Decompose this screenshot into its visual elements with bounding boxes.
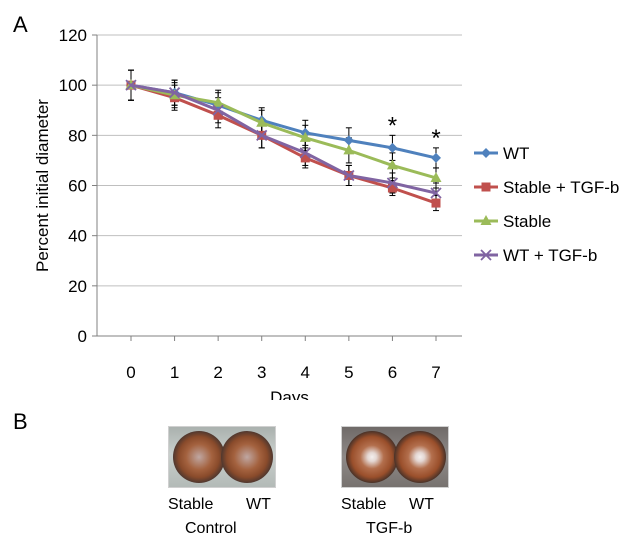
control-group-label: Control <box>185 520 237 537</box>
control-wells-photo <box>168 426 276 488</box>
legend-marker <box>481 182 491 192</box>
series-line-1 <box>130 83 437 205</box>
y-axis-label: Percent initial diameter <box>33 99 52 272</box>
series-point-2 <box>299 131 311 142</box>
series-point-0 <box>431 152 441 163</box>
legend-marker <box>481 148 491 158</box>
tgf-stable-well <box>346 431 398 483</box>
y-tick-label: 20 <box>68 277 87 296</box>
series-point-1 <box>300 153 310 163</box>
series-point-3 <box>168 87 181 99</box>
legend-marker <box>480 215 492 225</box>
x-tick-label: 1 <box>170 363 179 382</box>
series-point-3 <box>212 104 224 116</box>
y-tick-label: 40 <box>68 227 87 246</box>
y-tick-label: 60 <box>68 177 87 196</box>
x-tick-label: 3 <box>257 363 266 382</box>
series-point-3 <box>343 169 355 182</box>
line-chart: 0 20 40 60 80 100 120 0 1 2 3 4 5 6 7 Days Percent initi… <box>33 26 619 400</box>
x-tick-label: 4 <box>301 363 310 382</box>
tgf-stable-label: Stable <box>341 496 387 513</box>
series-point-0 <box>387 142 398 153</box>
series-point-0 <box>343 135 354 146</box>
series-point-2 <box>212 96 224 107</box>
x-axis-label: Days <box>270 388 309 400</box>
significance-marker: * <box>431 125 440 152</box>
x-tick-label: 5 <box>344 363 353 382</box>
series-point-3 <box>125 79 137 91</box>
y-tick-label: 80 <box>68 126 87 145</box>
x-tick-label: 0 <box>126 363 135 382</box>
series-point-1 <box>213 110 223 120</box>
series-point-1 <box>431 198 441 208</box>
series-point-3 <box>386 177 399 189</box>
tgf-group-label: TGF-b <box>366 520 413 537</box>
legend-marker <box>480 249 492 261</box>
control-stable-well <box>173 431 225 483</box>
series-point-3 <box>430 187 442 199</box>
significance-marker: * <box>388 112 397 139</box>
legend-label: WT <box>503 144 529 163</box>
tgf-wt-well <box>394 431 446 483</box>
control-wt-label: WT <box>246 496 271 513</box>
tgf-wells-photo <box>341 426 449 488</box>
x-tick-label: 7 <box>431 363 440 382</box>
panel-a-letter: A <box>13 12 28 37</box>
series-point-2 <box>256 116 268 127</box>
series-point-2 <box>343 144 355 155</box>
panel-b-letter: B <box>13 409 28 434</box>
x-tick-label: 6 <box>388 363 397 382</box>
tgf-wt-label: WT <box>409 496 434 513</box>
y-tick-label: 0 <box>78 327 87 346</box>
y-tick-label: 100 <box>59 76 87 95</box>
series-point-3 <box>299 147 311 159</box>
series-point-3 <box>256 129 268 141</box>
series-point-1 <box>387 183 397 193</box>
series-line-3 <box>130 83 437 195</box>
legend-label: WT + TGF-b <box>503 246 597 265</box>
control-wt-well <box>221 431 273 483</box>
series-point-2 <box>430 171 442 182</box>
y-tick-label: 120 <box>59 26 87 45</box>
legend-label: Stable <box>503 212 551 231</box>
legend-label: Stable + TGF-b <box>503 178 619 197</box>
series-point-2 <box>386 159 398 170</box>
x-tick-label: 2 <box>213 363 222 382</box>
control-stable-label: Stable <box>168 496 214 513</box>
